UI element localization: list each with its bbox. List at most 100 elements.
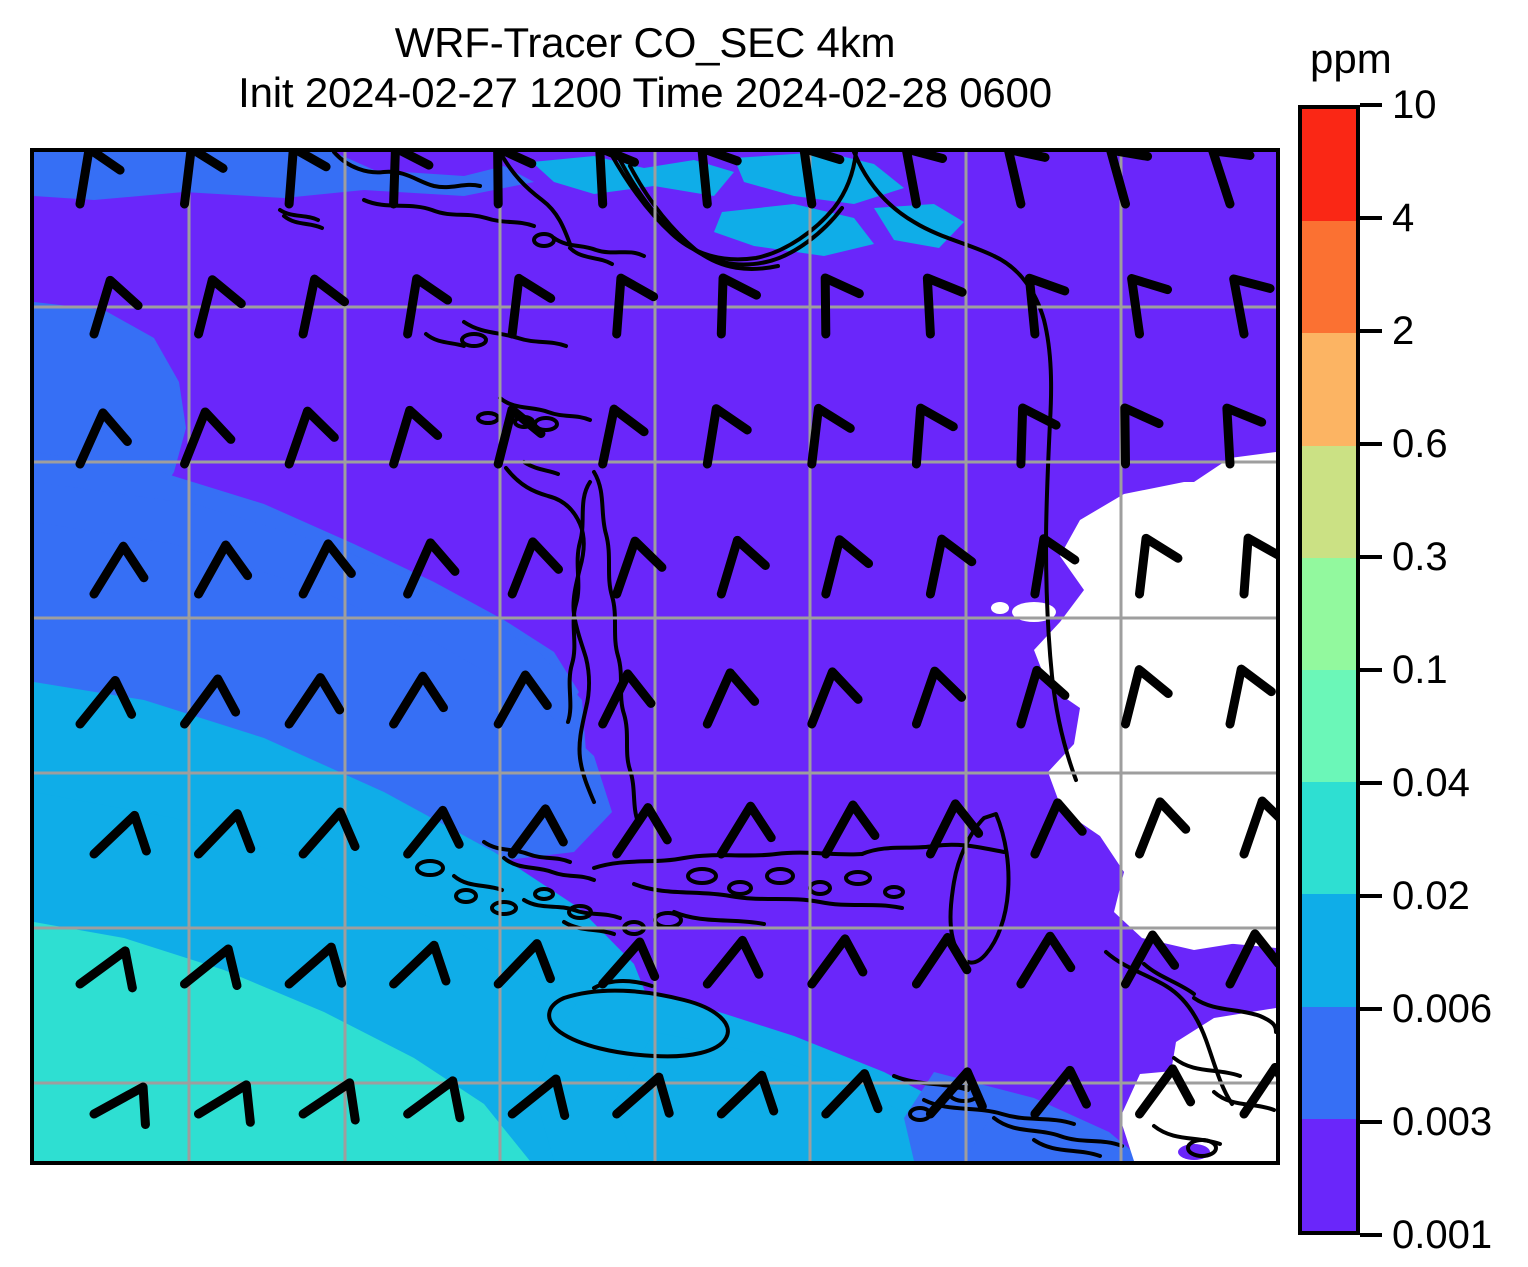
wind-barb [403, 805, 464, 859]
wind-barb [1030, 1065, 1091, 1119]
chart-subtitle: Init 2024-02-27 1200 Time 2024-02-28 060… [238, 69, 1052, 117]
wind-barb [298, 539, 356, 599]
colorbar-band-5 [1302, 669, 1356, 783]
tick-label: 4 [1392, 196, 1415, 240]
wind-barb [922, 273, 967, 339]
tick-label: 2 [1392, 309, 1415, 353]
tick-mark-icon [1360, 442, 1382, 446]
tick-mark-icon [1360, 668, 1382, 672]
wind-barb [75, 675, 137, 729]
map-plot-panel[interactable] [30, 148, 1280, 1165]
wind-barb [1106, 152, 1153, 209]
wind-barb [716, 1070, 779, 1119]
wind-barb [1135, 533, 1183, 599]
wind-barb [1120, 403, 1164, 469]
tick-label: 0.02 [1392, 874, 1470, 918]
tick-mark-icon [1360, 555, 1382, 559]
wind-barb [298, 1078, 360, 1125]
tick-mark-icon [1360, 894, 1382, 898]
wind-barb [702, 668, 760, 729]
wind-barb [598, 937, 660, 989]
tick-label: 0.003 [1392, 1100, 1493, 1144]
wind-barb [1030, 534, 1080, 599]
wind-barb [493, 939, 555, 989]
wind-barb [612, 536, 667, 599]
wind-barb [716, 535, 770, 599]
colorbar-band-1 [1302, 221, 1356, 334]
wind-barb [807, 403, 855, 469]
wind-barb [493, 670, 552, 729]
wind-barb [799, 152, 845, 209]
wind-barb [194, 809, 256, 859]
wind-barb [1016, 931, 1076, 989]
wind-barb [702, 935, 764, 989]
tick-label: 0.04 [1392, 761, 1470, 805]
wind-barb-overlay [75, 152, 1276, 1130]
wind-barb [1121, 665, 1173, 729]
wind-barb [911, 403, 958, 469]
tick-label: 10 [1392, 83, 1437, 127]
wind-barb [598, 404, 649, 469]
tick-mark-icon [1360, 781, 1382, 785]
wind-barb [507, 804, 568, 859]
wind-barb [1024, 273, 1070, 339]
wind-barb [493, 152, 537, 209]
wind-barb [180, 407, 236, 469]
wind-barb [1003, 152, 1050, 209]
wind-barb [180, 152, 228, 209]
tick-label: 0.001 [1392, 1213, 1493, 1257]
wind-barb [493, 405, 546, 469]
wind-barb [75, 408, 132, 469]
wind-barb [911, 933, 972, 989]
colorbar-band-0 [1302, 109, 1356, 222]
wind-barb [702, 404, 752, 469]
wind-barb [75, 946, 137, 993]
wind-barb [89, 541, 149, 599]
wind-barb [1239, 796, 1276, 859]
wind-barb [1127, 274, 1173, 339]
wind-barb [284, 942, 347, 989]
wind-barb [298, 274, 350, 339]
wind-barb [925, 1067, 987, 1119]
wind-barb [820, 273, 864, 339]
wind-barb [389, 405, 443, 469]
tick-label: 0.006 [1392, 987, 1493, 1031]
wind-barb [697, 152, 742, 209]
wind-barb [284, 152, 331, 209]
coastline-overlay [278, 152, 1276, 1158]
wind-barb [180, 944, 242, 991]
colorbar-band-7 [1302, 894, 1356, 1007]
colorbar-band-8 [1302, 1006, 1356, 1119]
wind-barb [403, 1076, 465, 1123]
tick-mark-icon [1360, 1007, 1382, 1011]
colorbar[interactable] [1298, 105, 1360, 1235]
wind-barb [389, 152, 434, 209]
wind-barb [821, 1069, 883, 1119]
wind-barb [716, 801, 776, 859]
wind-barb [298, 807, 360, 859]
wind-barb [180, 674, 241, 729]
wind-barb [1135, 1064, 1196, 1119]
wind-barb [1135, 797, 1191, 859]
wind-barb [612, 803, 672, 859]
wind-barb [403, 274, 453, 339]
wind-barb [507, 1074, 570, 1121]
tick-label: 0.3 [1392, 535, 1448, 579]
wind-barb [821, 535, 874, 599]
wind-barb [389, 940, 451, 989]
wind-barb [925, 799, 984, 859]
colorbar-tick-labels: 10 4 2 0.6 0.3 0.1 0.04 0.02 0.006 0.003 0.001 [1360, 85, 1528, 1255]
wind-barb [194, 275, 246, 339]
wind-barb [598, 669, 656, 729]
wind-barb [507, 537, 564, 599]
wind-barb [612, 1072, 674, 1119]
wind-barb [89, 275, 143, 339]
wind-barb [821, 800, 880, 859]
colorbar-band-2 [1302, 333, 1356, 446]
chart-title-block: WRF-Tracer CO_SEC 4km Init 2024-02-27 12… [0, 18, 1290, 119]
wind-barb [716, 273, 762, 339]
colorbar-band-9 [1302, 1118, 1356, 1231]
wind-barb [1016, 665, 1070, 729]
colorbar-band-3 [1302, 445, 1356, 558]
wind-barb [1121, 930, 1180, 989]
